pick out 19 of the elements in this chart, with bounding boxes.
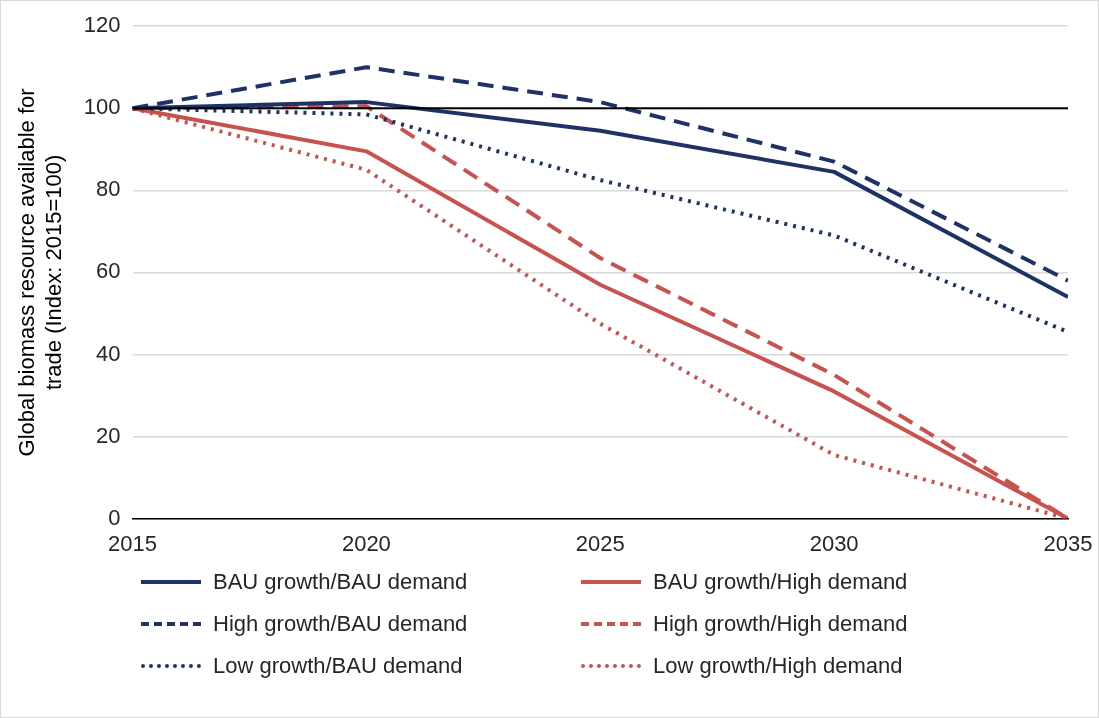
y-axis-title: Global biomass resource available for trade (Index: 2015=100) — [14, 88, 66, 457]
x-tick-label: 2030 — [809, 530, 859, 556]
legend-label: BAU growth/High demand — [653, 569, 908, 595]
y-tick-label: 0 — [108, 504, 121, 530]
x-tick-label: 2015 — [108, 530, 157, 556]
legend-label: Low growth/High demand — [653, 653, 903, 679]
y-tick-label: 20 — [96, 422, 121, 448]
x-tick-label: 2020 — [341, 530, 391, 556]
x-tick-label: 2035 — [1043, 530, 1093, 556]
y-tick-label: 40 — [96, 340, 121, 366]
legend-label: Low growth/BAU demand — [213, 653, 463, 679]
y-tick-label: 80 — [96, 176, 121, 202]
legend-label: High growth/BAU demand — [213, 611, 468, 637]
y-tick-label: 120 — [83, 12, 121, 38]
x-tick-label: 2025 — [575, 530, 625, 556]
legend-label: High growth/High demand — [653, 611, 908, 637]
legend-label: BAU growth/BAU demand — [213, 569, 468, 595]
y-tick-label: 60 — [96, 258, 121, 284]
y-tick-label: 100 — [83, 94, 121, 120]
